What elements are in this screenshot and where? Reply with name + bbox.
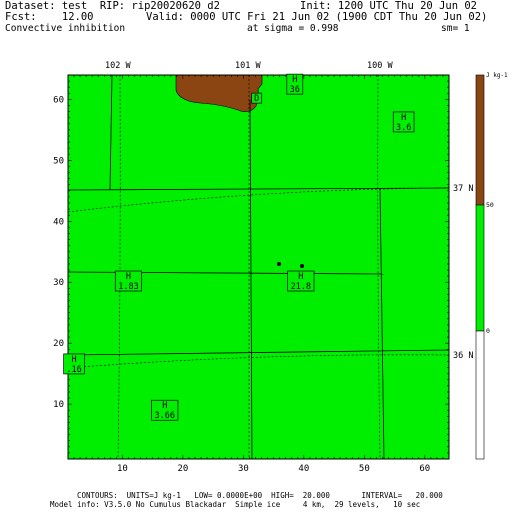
- data-point-dot: [277, 262, 281, 266]
- colorbar: [475, 74, 485, 460]
- lon-label-100w: 100 W: [367, 61, 393, 71]
- smoothing: sm= 1: [441, 23, 470, 34]
- high-marker: H36: [286, 73, 304, 95]
- map-frame: [67, 74, 450, 460]
- graticule: [67, 74, 450, 460]
- field-name: Convective inhibition: [5, 23, 126, 34]
- dataset-title: Dataset: test RIP: rip20020620 d2: [5, 0, 220, 12]
- high-marker: H3.66: [151, 399, 179, 421]
- forecast-hour: Fcst: 12.00: [5, 11, 94, 23]
- axis-ticks: 10 20 30 40 50 60 10 20 30 40 50 60: [53, 74, 450, 474]
- marker-value: 3.6: [396, 123, 411, 133]
- marker-letter: H: [292, 75, 297, 85]
- marker-box: [287, 270, 315, 292]
- lon-label-102w: 102 W: [105, 61, 131, 71]
- data-point-dot: [300, 264, 304, 268]
- x-tick-label: 50: [359, 464, 370, 474]
- y-tick-label: 20: [53, 339, 64, 349]
- marker-value: 1.83: [118, 282, 138, 292]
- marker-letter: H: [401, 113, 406, 123]
- marker-letter: H: [162, 401, 167, 411]
- high-marker: H.16: [63, 353, 85, 375]
- marker-value: .16: [66, 365, 81, 375]
- high-cin-region: [175, 74, 263, 112]
- x-tick-label: 60: [419, 464, 430, 474]
- low-marker: D: [251, 92, 263, 104]
- marker-box: [392, 111, 415, 133]
- high-marker: H1.83: [114, 270, 143, 292]
- map-fill: [68, 75, 449, 459]
- marker-box: [114, 270, 143, 292]
- marker-letter: H: [126, 272, 131, 282]
- lat-label-36n: 36 N: [453, 351, 474, 361]
- marker-letter: H: [298, 272, 303, 282]
- y-tick-label: 60: [53, 95, 64, 105]
- x-tick-label: 20: [177, 464, 188, 474]
- marker-box: [151, 399, 179, 421]
- colorbar-white: [475, 330, 485, 460]
- lon-label-101w: 101 W: [235, 61, 261, 71]
- marker-value: 3.66: [155, 411, 175, 421]
- x-tick-label: 40: [298, 464, 309, 474]
- marker-value: 21.8: [291, 282, 311, 292]
- colorbar-green: [475, 204, 485, 332]
- y-tick-label: 30: [53, 278, 64, 288]
- high-marker: H21.8: [287, 270, 315, 292]
- marker-letter: D: [254, 94, 259, 104]
- colorbar-label-0: 0: [486, 327, 490, 335]
- marker-box: [63, 353, 85, 375]
- sigma-level: at sigma = 0.998: [247, 23, 339, 34]
- colorbar-brown: [475, 74, 485, 206]
- x-tick-label: 30: [238, 464, 249, 474]
- marker-box: [286, 73, 304, 95]
- init-time: Init: 1200 UTC Thu 20 Jun 02: [300, 0, 478, 12]
- colorbar-unit: J kg-1: [486, 72, 508, 79]
- valid-time: Valid: 0000 UTC Fri 21 Jun 02 (1900 CDT …: [146, 11, 488, 23]
- colorbar-label-50: 50: [486, 201, 494, 209]
- high-marker: H3.6: [392, 111, 415, 133]
- marker-letter: H: [71, 355, 76, 365]
- y-tick-label: 40: [53, 217, 64, 227]
- y-tick-label: 10: [53, 400, 64, 410]
- lat-label-37n: 37 N: [453, 184, 474, 194]
- contour-info: CONTOURS: UNITS=J kg-1 LOW= 0.0000E+00 H…: [77, 491, 443, 500]
- model-info: Model info: V3.5.0 No Cumulus Blackadar …: [50, 500, 421, 509]
- y-tick-label: 50: [53, 156, 64, 166]
- marker-value: 36: [290, 85, 300, 95]
- x-tick-label: 10: [117, 464, 128, 474]
- marker-box: [251, 92, 263, 104]
